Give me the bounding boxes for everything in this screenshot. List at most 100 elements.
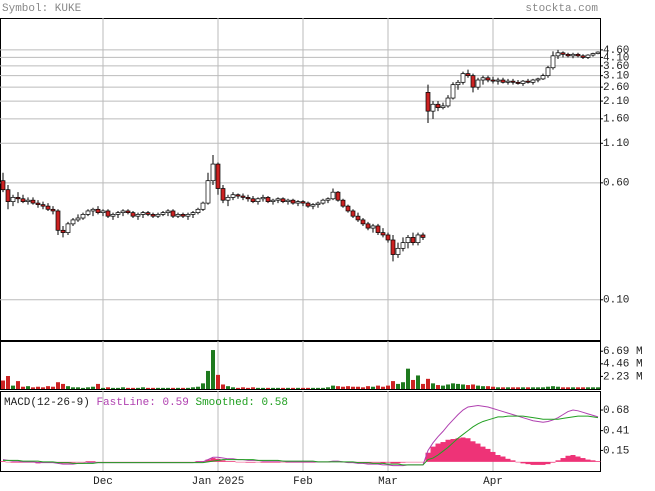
- candle-body: [340, 199, 346, 207]
- macd-histogram-bar: [580, 458, 586, 462]
- volume-bar: [51, 386, 55, 389]
- volume-bar: [401, 382, 405, 389]
- candle-body: [315, 202, 321, 205]
- candle-body: [285, 199, 291, 202]
- candle-body: [135, 214, 141, 217]
- macd-histogram-bar: [0, 461, 6, 462]
- volume-bar: [426, 378, 430, 389]
- candle-body: [120, 210, 126, 214]
- macd-histogram-bar: [5, 461, 11, 463]
- candle-body: [370, 225, 376, 229]
- candle-body: [210, 163, 216, 182]
- volume-bar: [116, 387, 120, 389]
- candle-body: [30, 199, 36, 204]
- volume-bar: [231, 387, 235, 389]
- candle-body: [260, 197, 266, 200]
- volume-bar: [501, 387, 505, 389]
- macd-histogram-bar: [430, 446, 436, 462]
- candle-body: [35, 202, 41, 205]
- volume-bar: [291, 387, 295, 389]
- macd-histogram-bar: [545, 461, 551, 465]
- candle-body: [515, 81, 521, 84]
- macd-histogram-bar: [480, 446, 486, 462]
- macd-histogram-bar: [250, 461, 256, 463]
- volume-bar: [511, 387, 515, 389]
- y-tick-label: 4.60: [603, 45, 629, 57]
- volume-bar: [446, 384, 450, 389]
- x-tick-label: Feb: [293, 476, 313, 486]
- macd-histogram-bar: [470, 441, 476, 462]
- volume-bar: [506, 387, 510, 389]
- volume-bar: [126, 387, 130, 389]
- y-tick-label: 0.15: [603, 445, 629, 457]
- volume-bar: [276, 387, 280, 389]
- candle-body: [205, 180, 211, 204]
- volume-bar: [581, 387, 585, 389]
- volume-bar: [71, 387, 75, 389]
- candle-body: [185, 214, 191, 217]
- macd-histogram-bar: [475, 443, 481, 462]
- candle-body: [200, 202, 206, 210]
- macd-title: MACD(12-26-9): [4, 397, 90, 409]
- x-tick-label: Mar: [378, 476, 398, 486]
- candle-body: [580, 55, 586, 58]
- candle-body: [115, 212, 121, 215]
- volume-bar: [591, 387, 595, 389]
- legend-value: 0.58: [262, 397, 288, 409]
- candle-body: [410, 237, 416, 243]
- candle-body: [60, 229, 66, 233]
- candle-body: [530, 79, 536, 83]
- candle-body: [480, 77, 486, 81]
- y-tick-label: 0.68: [603, 405, 629, 417]
- candle-body: [470, 75, 476, 88]
- candle-body: [235, 194, 241, 197]
- volume-bar: [261, 387, 265, 389]
- volume-bar: [221, 384, 225, 389]
- volume-bar: [46, 386, 50, 389]
- volume-bar: [81, 387, 85, 389]
- candle-body: [425, 92, 431, 112]
- panel-frame: [0, 391, 601, 472]
- macd-histogram-bar: [120, 461, 126, 463]
- x-tick-label: Jan 2025: [192, 476, 245, 486]
- macd-histogram-bar: [260, 461, 266, 463]
- candle-body: [500, 79, 506, 83]
- macd-histogram-bar: [75, 461, 81, 463]
- site-label: stockta.com: [525, 3, 598, 15]
- volume-bar: [76, 387, 80, 389]
- volume-bar: [331, 385, 335, 389]
- macd-histogram-bar: [145, 461, 151, 463]
- macd-histogram-bar: [520, 461, 526, 464]
- volume-bar: [556, 386, 560, 389]
- volume-bar: [31, 387, 35, 389]
- volume-bar: [356, 386, 360, 389]
- macd-histogram-bar: [425, 452, 431, 462]
- candle-body: [520, 80, 526, 84]
- panel-frame: [0, 341, 601, 390]
- candle-body: [510, 80, 516, 83]
- y-tick-label: 2.10: [603, 96, 629, 108]
- volume-bar: [156, 387, 160, 389]
- volume-bar: [56, 382, 60, 389]
- volume-bar: [91, 386, 95, 389]
- volume-bar: [106, 387, 110, 389]
- macd-histogram-bar: [495, 455, 501, 462]
- candle-body: [225, 197, 231, 201]
- volume-bar: [1, 380, 5, 389]
- volume-bar: [491, 386, 495, 389]
- candle-body: [180, 214, 186, 217]
- volume-bar: [146, 387, 150, 389]
- candle-body: [165, 210, 171, 214]
- volume-bar: [386, 385, 390, 389]
- volume-bar: [216, 374, 220, 389]
- volume-bar: [521, 387, 525, 389]
- candle-body: [375, 225, 381, 233]
- volume-bar: [571, 387, 575, 389]
- volume-bar: [296, 387, 300, 389]
- macd-histogram-bar: [100, 461, 106, 463]
- volume-bar: [236, 387, 240, 389]
- volume-bar: [161, 387, 165, 389]
- volume-bar: [341, 386, 345, 389]
- macd-histogram-bar: [440, 442, 446, 462]
- volume-bar: [421, 383, 425, 389]
